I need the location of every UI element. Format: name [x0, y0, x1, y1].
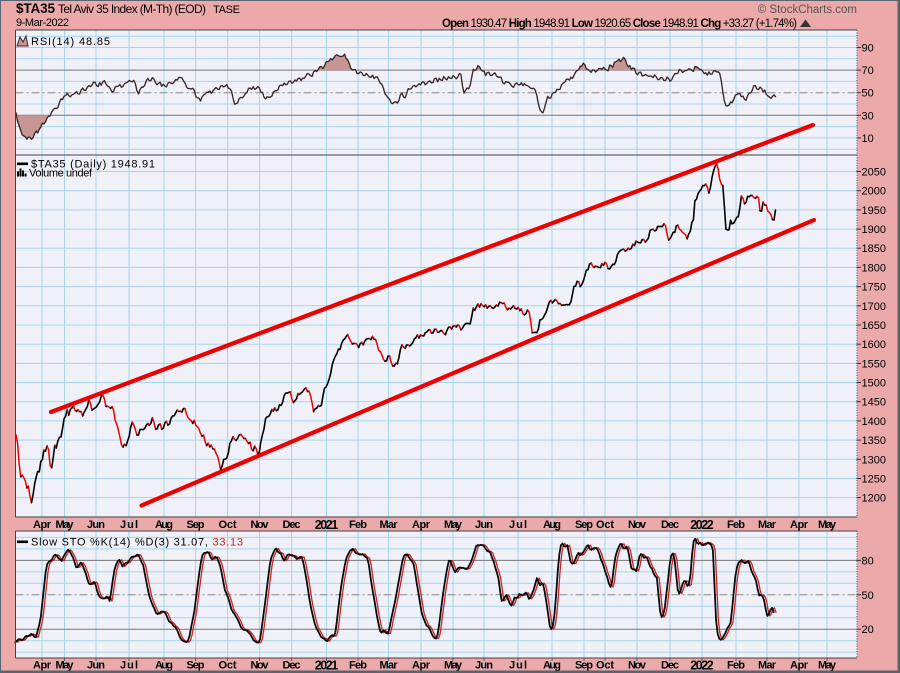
svg-text:1300: 1300: [862, 454, 886, 466]
svg-text:10: 10: [862, 133, 874, 145]
svg-text:1800: 1800: [862, 262, 886, 274]
svg-text:Open 1930.47 High 1948.91 Low: Open 1930.47 High 1948.91 Low 1920.65 Cl…: [442, 18, 797, 30]
svg-text:2021: 2021: [315, 518, 339, 532]
svg-text:Nov: Nov: [628, 659, 647, 671]
svg-text:Aug: Aug: [155, 519, 173, 531]
svg-text:Nov: Nov: [251, 519, 270, 531]
svg-text:Sep: Sep: [187, 519, 205, 531]
svg-text:Apr: Apr: [412, 659, 431, 671]
svg-text:Mar: Mar: [380, 659, 399, 671]
svg-text:20: 20: [862, 624, 874, 636]
svg-text:9-Mar-2022: 9-Mar-2022: [16, 17, 69, 29]
svg-text:Aug: Aug: [543, 659, 561, 671]
svg-text:Mar: Mar: [758, 519, 777, 531]
svg-text:1900: 1900: [862, 224, 886, 236]
svg-text:Tel Aviv 35 Index (M-Th) (EOD): Tel Aviv 35 Index (M-Th) (EOD): [58, 2, 206, 16]
svg-text:Jul: Jul: [120, 519, 138, 531]
svg-text:Apr: Apr: [33, 659, 52, 671]
svg-text:Dec: Dec: [661, 659, 679, 671]
svg-text:Sep: Sep: [187, 659, 205, 671]
svg-text:Apr: Apr: [412, 519, 431, 531]
svg-text:50: 50: [862, 88, 874, 100]
svg-text:50: 50: [862, 590, 874, 602]
svg-text:Sep: Sep: [575, 519, 593, 531]
svg-text:May: May: [444, 659, 463, 671]
svg-text:2050: 2050: [862, 167, 886, 179]
svg-text:Nov: Nov: [628, 519, 647, 531]
svg-text:Oct: Oct: [596, 659, 614, 671]
svg-text:$TA35 (Daily) 1948.91: $TA35 (Daily) 1948.91: [31, 159, 155, 171]
svg-text:May: May: [818, 659, 837, 671]
svg-text:May: May: [56, 519, 75, 531]
svg-text:Aug: Aug: [543, 519, 561, 531]
svg-text:1550: 1550: [862, 358, 886, 370]
svg-text:1400: 1400: [862, 416, 886, 428]
svg-text:May: May: [818, 519, 837, 531]
svg-text:Apr: Apr: [790, 519, 809, 531]
svg-text:Oct: Oct: [219, 519, 237, 531]
svg-text:© StockCharts.com: © StockCharts.com: [758, 4, 857, 16]
svg-text:Apr: Apr: [790, 659, 809, 671]
svg-text:1650: 1650: [862, 320, 886, 332]
svg-text:May: May: [56, 659, 75, 671]
svg-text:90: 90: [862, 43, 874, 55]
svg-text:May: May: [444, 519, 463, 531]
svg-text:1750: 1750: [862, 282, 886, 294]
svg-text:1200: 1200: [862, 493, 886, 505]
svg-text:Feb: Feb: [349, 659, 367, 671]
svg-text:Dec: Dec: [283, 659, 301, 671]
svg-text:Oct: Oct: [596, 519, 614, 531]
svg-text:1450: 1450: [862, 397, 886, 409]
svg-text:1500: 1500: [862, 378, 886, 390]
svg-text:Feb: Feb: [727, 659, 745, 671]
svg-text:Feb: Feb: [349, 519, 367, 531]
svg-text:Jun: Jun: [475, 659, 493, 671]
svg-text:$TA35: $TA35: [16, 1, 55, 16]
svg-text:1350: 1350: [862, 435, 886, 447]
svg-text:Dec: Dec: [283, 519, 301, 531]
svg-text:Apr: Apr: [33, 519, 52, 531]
svg-text:TASE: TASE: [213, 4, 240, 16]
svg-text:1950: 1950: [862, 205, 886, 217]
svg-text:Sep: Sep: [575, 659, 593, 671]
svg-text:Jul: Jul: [120, 659, 138, 671]
svg-text:Oct: Oct: [219, 659, 237, 671]
svg-text:30: 30: [862, 110, 874, 122]
svg-text:RSI(14) 48.85: RSI(14) 48.85: [31, 36, 110, 48]
svg-text:Dec: Dec: [661, 519, 679, 531]
svg-text:Slow STO %K(14) %D(3) 31.07, 3: Slow STO %K(14) %D(3) 31.07, 33.13: [31, 537, 243, 549]
svg-text:2021: 2021: [315, 658, 339, 672]
svg-text:Feb: Feb: [727, 519, 745, 531]
svg-text:Aug: Aug: [155, 659, 173, 671]
svg-text:2000: 2000: [862, 186, 886, 198]
svg-text:Jul: Jul: [509, 659, 527, 671]
svg-text:1250: 1250: [862, 474, 886, 486]
svg-text:1600: 1600: [862, 339, 886, 351]
svg-text:Jun: Jun: [87, 519, 105, 531]
svg-text:2022: 2022: [690, 658, 714, 672]
svg-text:Mar: Mar: [758, 659, 777, 671]
svg-text:Volume undef: Volume undef: [29, 168, 93, 180]
svg-text:80: 80: [862, 555, 874, 567]
svg-text:2022: 2022: [690, 518, 714, 532]
svg-text:Jun: Jun: [87, 659, 105, 671]
svg-text:Jul: Jul: [509, 519, 527, 531]
svg-text:Jun: Jun: [475, 519, 493, 531]
svg-text:1700: 1700: [862, 301, 886, 313]
svg-text:Nov: Nov: [251, 659, 270, 671]
svg-text:70: 70: [862, 65, 874, 77]
svg-text:1850: 1850: [862, 243, 886, 255]
svg-text:Mar: Mar: [380, 519, 399, 531]
